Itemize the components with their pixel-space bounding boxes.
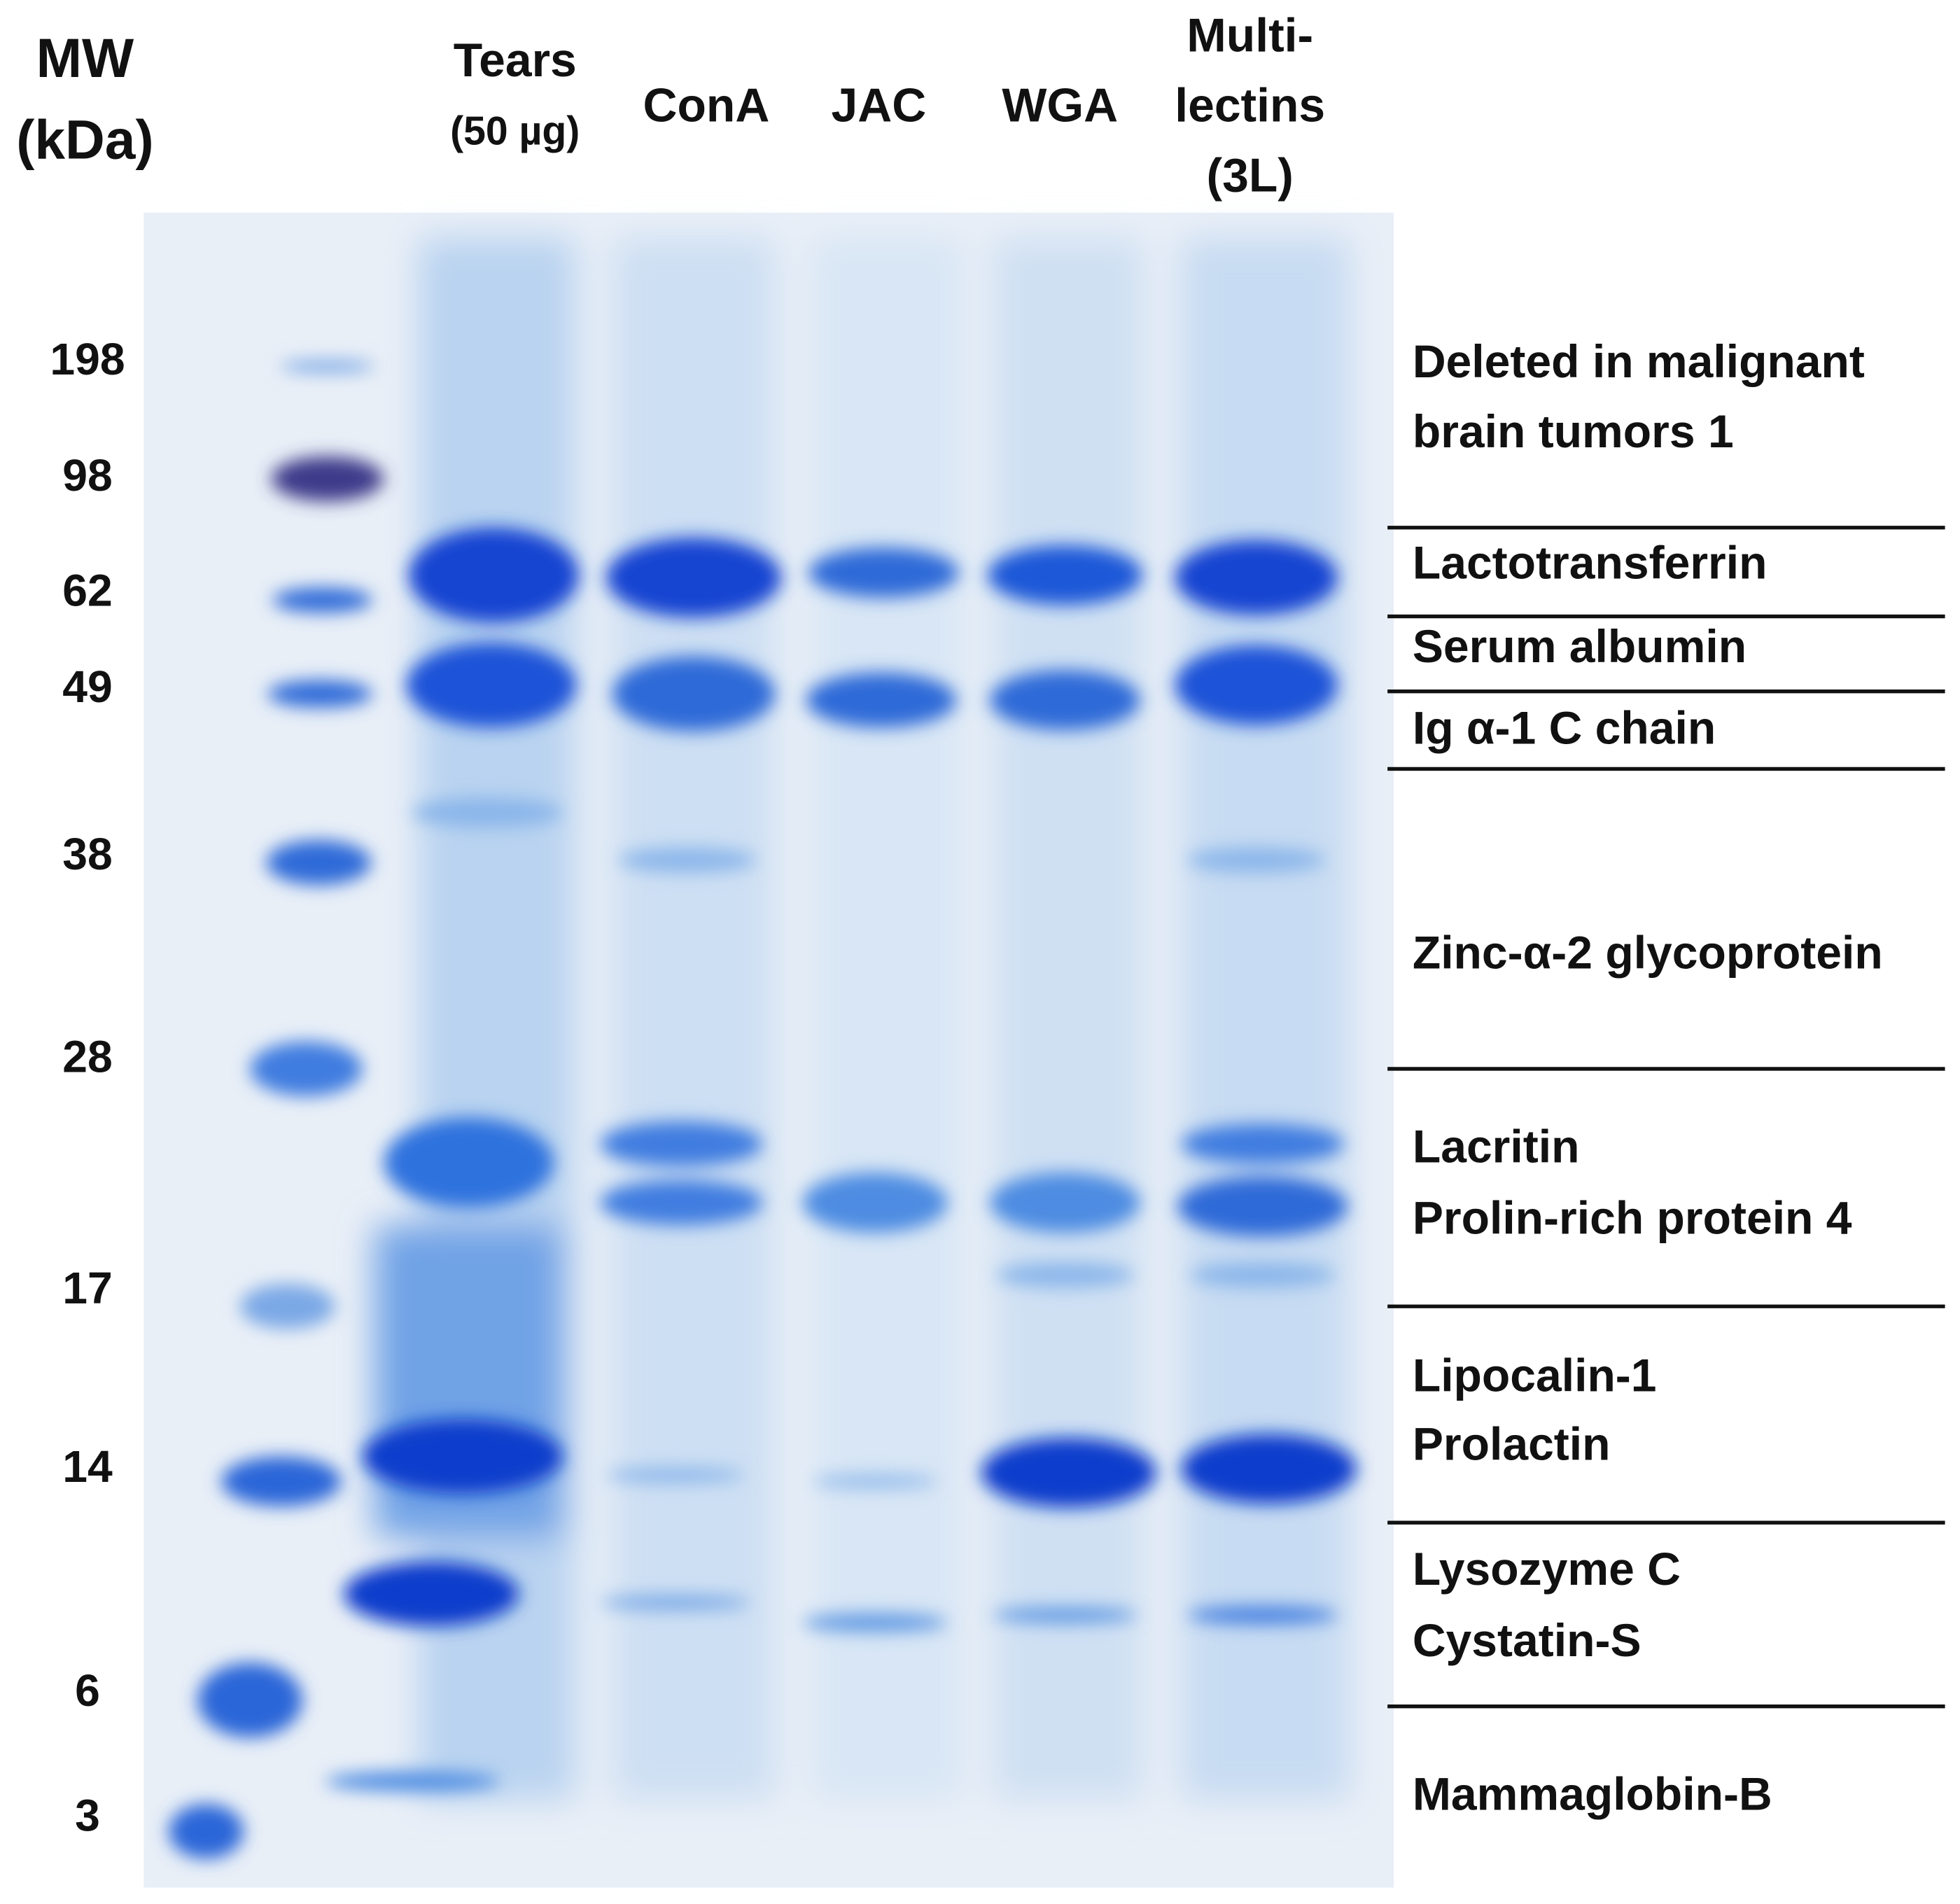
band [344,1561,519,1627]
protein-label: brain tumors 1 [1413,406,1734,458]
band [600,1596,750,1609]
band [1175,645,1338,725]
lane-label: WGA [1002,79,1118,132]
mw-header: (kDa) [16,108,153,170]
protein-label: Prolin-rich protein 4 [1413,1192,1852,1244]
mw-marker-label: 14 [62,1441,113,1492]
protein-label: Lipocalin-1 [1413,1350,1657,1401]
mw-marker-label: 198 [50,334,125,384]
lane-smears [374,237,1350,1800]
band [325,1771,500,1792]
lane-label: (3L) [1207,149,1294,202]
protein-label: Deleted in malignant [1413,336,1865,388]
band [1177,1176,1348,1237]
band [384,1117,554,1208]
band [221,1456,342,1506]
lane-label: Multi- [1186,9,1313,62]
mw-marker-label: 98 [62,450,112,500]
band [1181,1434,1357,1504]
band [267,680,373,708]
band [408,527,579,623]
protein-label: Zinc-α-2 glycoprotein [1413,927,1883,979]
protein-label: Lactotransferrin [1413,538,1768,589]
mw-marker-label: 28 [62,1031,112,1082]
band [271,456,384,502]
band [1181,1124,1344,1164]
band [987,545,1143,606]
band [606,1467,744,1483]
lane-smear [812,237,962,1800]
protein-label: Prolactin [1413,1418,1611,1470]
band [1187,1606,1338,1624]
band [406,643,577,728]
band [990,670,1140,731]
lane-smear [612,237,776,1800]
band [992,1607,1138,1623]
band [169,1803,244,1859]
band [600,1121,763,1167]
protein-label: Ig α-1 C chain [1413,702,1716,754]
lane-label: JAC [831,79,926,132]
lane-smear [419,237,575,1800]
lane-label: lectins [1175,79,1325,132]
lane-smear [1181,237,1350,1800]
band [1175,540,1338,615]
mw-header: MW [36,27,134,89]
band [806,672,957,728]
protein-label: Cystatin-S [1413,1615,1642,1667]
mw-marker-label: 38 [62,829,112,879]
mw-marker-label: 49 [62,662,112,712]
lane-label: Tears [454,34,577,87]
mw-marker-label: 17 [62,1263,112,1313]
band [266,840,372,886]
band [280,360,375,373]
band [802,1614,948,1632]
band [600,1180,763,1226]
band [612,656,776,732]
protein-label: Lysozyme C [1413,1544,1681,1595]
separators [1387,526,1945,1709]
band [981,1437,1156,1508]
band [412,797,563,828]
band [250,1041,363,1097]
band [1190,1262,1336,1288]
band [812,1475,938,1488]
band [362,1418,563,1494]
band [239,1284,335,1329]
band [618,847,757,873]
band [802,1172,948,1233]
band [1187,847,1325,873]
band [272,587,373,613]
band [606,538,782,618]
lane-smear [993,237,1144,1800]
lane-label: ConA [643,79,769,132]
protein-label: Lacritin [1413,1121,1580,1172]
lane-label: (50 µg) [450,108,580,153]
band [197,1662,303,1738]
mw-marker-label: 62 [62,565,112,615]
mw-marker-label: 6 [75,1665,100,1716]
band [990,1172,1140,1233]
protein-label: Mammaglobin-B [1413,1768,1772,1820]
band [996,1262,1134,1288]
mw-marker-label: 3 [75,1790,100,1840]
bands [169,360,1357,1859]
band [808,547,959,598]
protein-label: Serum albumin [1413,621,1746,673]
